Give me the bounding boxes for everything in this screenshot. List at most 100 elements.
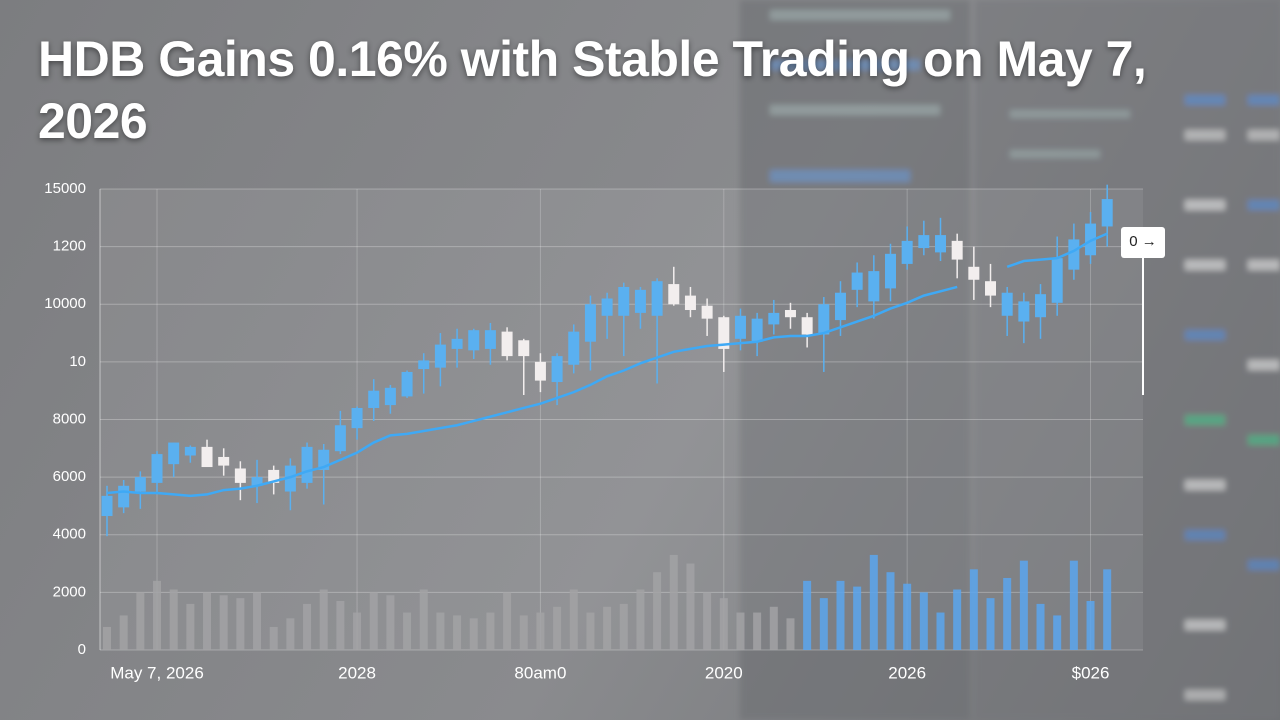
x-tick-label: $026 xyxy=(1072,663,1110,682)
candle-body xyxy=(751,318,763,342)
candle-body xyxy=(818,304,830,335)
y-tick-label: 2000 xyxy=(53,583,86,600)
candle-body xyxy=(551,356,563,383)
candle-body xyxy=(618,286,630,316)
volume-bar xyxy=(586,612,595,650)
candle-body xyxy=(651,281,663,316)
volume-bar xyxy=(1086,601,1095,650)
volume-bar xyxy=(119,615,128,650)
candle-body xyxy=(1001,292,1013,316)
tooltip-text: 0 → xyxy=(1129,233,1157,250)
volume-bar xyxy=(919,592,928,650)
volume-bar xyxy=(1019,560,1028,650)
candle-body xyxy=(268,469,280,483)
volume-bar xyxy=(786,618,795,650)
volume-bar xyxy=(336,601,345,650)
candle-body xyxy=(701,305,713,319)
volume-bar xyxy=(886,572,895,650)
candle-body xyxy=(985,281,997,296)
y-tick-label: 10000 xyxy=(44,295,86,312)
x-tick-label: 2026 xyxy=(888,663,926,682)
candle-body xyxy=(318,449,330,470)
volume-bar xyxy=(486,612,495,650)
candle-body xyxy=(334,425,346,452)
volume-bar xyxy=(753,612,762,650)
candle-body xyxy=(868,271,880,302)
candle-body xyxy=(184,446,196,456)
volume-bar xyxy=(153,580,162,650)
tooltip xyxy=(1121,227,1165,258)
volume-bar xyxy=(419,589,428,650)
candle-body xyxy=(418,360,430,370)
moving-average-line xyxy=(106,232,1108,498)
volume-bar xyxy=(969,569,978,650)
candle-body xyxy=(718,317,730,349)
candle-body xyxy=(484,330,496,349)
candle-body xyxy=(1018,301,1030,322)
background-screens xyxy=(740,0,1280,720)
volume-bar xyxy=(836,580,845,650)
y-tick-label: 6000 xyxy=(53,468,86,485)
candle-body xyxy=(918,235,930,249)
volume-bar xyxy=(169,589,178,650)
volume-bar xyxy=(1036,603,1045,650)
volume-bar xyxy=(469,618,478,650)
candle-body xyxy=(101,495,113,517)
candle-body xyxy=(134,477,146,492)
volume-bar xyxy=(936,612,945,650)
y-tick-label: 8000 xyxy=(53,410,86,427)
volume-bar xyxy=(1069,560,1078,650)
volume-bar xyxy=(136,592,145,650)
candle-body xyxy=(384,387,396,406)
candle-body xyxy=(284,465,296,492)
volume-bar xyxy=(803,580,812,650)
candle-body xyxy=(568,331,580,365)
volume-bar xyxy=(853,586,862,650)
candle-body xyxy=(734,315,746,339)
volume-bar xyxy=(1003,577,1012,650)
candle-body xyxy=(234,468,246,483)
volume-bar xyxy=(386,595,395,650)
x-tick-label: May 7, 2026 xyxy=(110,663,204,682)
y-tick-label: 0 xyxy=(78,641,86,658)
candle-body xyxy=(935,235,946,253)
candle-body xyxy=(801,317,813,335)
volume-bar xyxy=(186,603,195,650)
volume-bar xyxy=(219,595,228,650)
candle-body xyxy=(118,485,130,508)
plot-area xyxy=(100,189,1143,650)
candle-body xyxy=(468,330,480,351)
candle-body xyxy=(434,344,446,368)
volume-bar xyxy=(453,615,462,650)
volume-bar xyxy=(353,612,362,650)
candle-body xyxy=(534,361,546,381)
volume-bar xyxy=(686,563,695,650)
candle-body xyxy=(901,240,913,264)
volume-bar xyxy=(319,589,328,650)
candle-body xyxy=(634,289,646,313)
y-tick-label: 4000 xyxy=(53,526,86,543)
volume-bar xyxy=(569,589,578,650)
x-tick-label: 2028 xyxy=(338,663,376,682)
candle-body xyxy=(884,253,896,289)
volume-bar xyxy=(236,598,245,650)
y-tick-label: 10 xyxy=(69,353,86,370)
volume-bar xyxy=(253,592,262,650)
volume-bar xyxy=(286,618,295,650)
volume-bar xyxy=(369,592,378,650)
x-tick-label: 2020 xyxy=(705,663,743,682)
candle-body xyxy=(218,456,230,466)
volume-bar xyxy=(986,598,995,650)
candle-body xyxy=(501,331,513,357)
candle-body xyxy=(784,310,796,318)
candle-body xyxy=(451,338,463,349)
volume-bar xyxy=(553,606,562,650)
candle-body xyxy=(601,298,613,316)
volume-bar xyxy=(519,615,528,650)
volume-bar xyxy=(953,589,962,650)
candle-body xyxy=(168,442,180,465)
volume-bar xyxy=(536,612,545,650)
x-tick-label: 80am0 xyxy=(514,663,566,682)
